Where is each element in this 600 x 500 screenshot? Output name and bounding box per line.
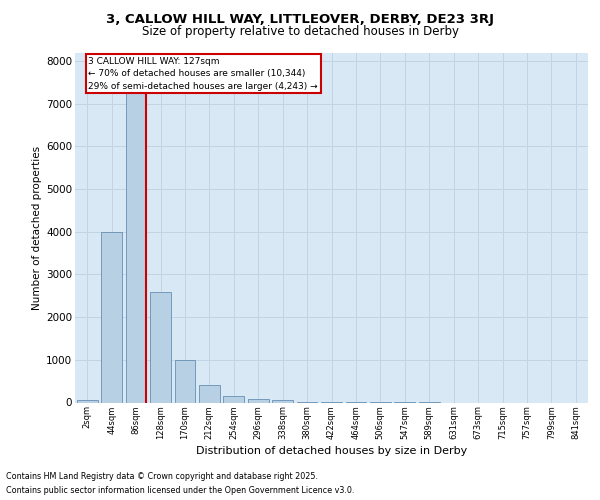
Y-axis label: Number of detached properties: Number of detached properties: [32, 146, 42, 310]
Bar: [175, 360, 196, 403]
Text: 3 CALLOW HILL WAY: 127sqm
← 70% of detached houses are smaller (10,344)
29% of s: 3 CALLOW HILL WAY: 127sqm ← 70% of detac…: [88, 57, 318, 91]
Bar: [272, 400, 293, 402]
Bar: [101, 232, 122, 402]
Bar: [248, 399, 269, 402]
Text: Contains public sector information licensed under the Open Government Licence v3: Contains public sector information licen…: [6, 486, 355, 495]
Text: 3, CALLOW HILL WAY, LITTLEOVER, DERBY, DE23 3RJ: 3, CALLOW HILL WAY, LITTLEOVER, DERBY, D…: [106, 12, 494, 26]
Bar: [223, 396, 244, 402]
Bar: [150, 292, 171, 403]
Bar: [77, 400, 98, 402]
Text: Size of property relative to detached houses in Derby: Size of property relative to detached ho…: [142, 25, 458, 38]
Bar: [125, 91, 146, 402]
Bar: [199, 386, 220, 402]
X-axis label: Distribution of detached houses by size in Derby: Distribution of detached houses by size …: [196, 446, 467, 456]
Text: Contains HM Land Registry data © Crown copyright and database right 2025.: Contains HM Land Registry data © Crown c…: [6, 472, 318, 481]
